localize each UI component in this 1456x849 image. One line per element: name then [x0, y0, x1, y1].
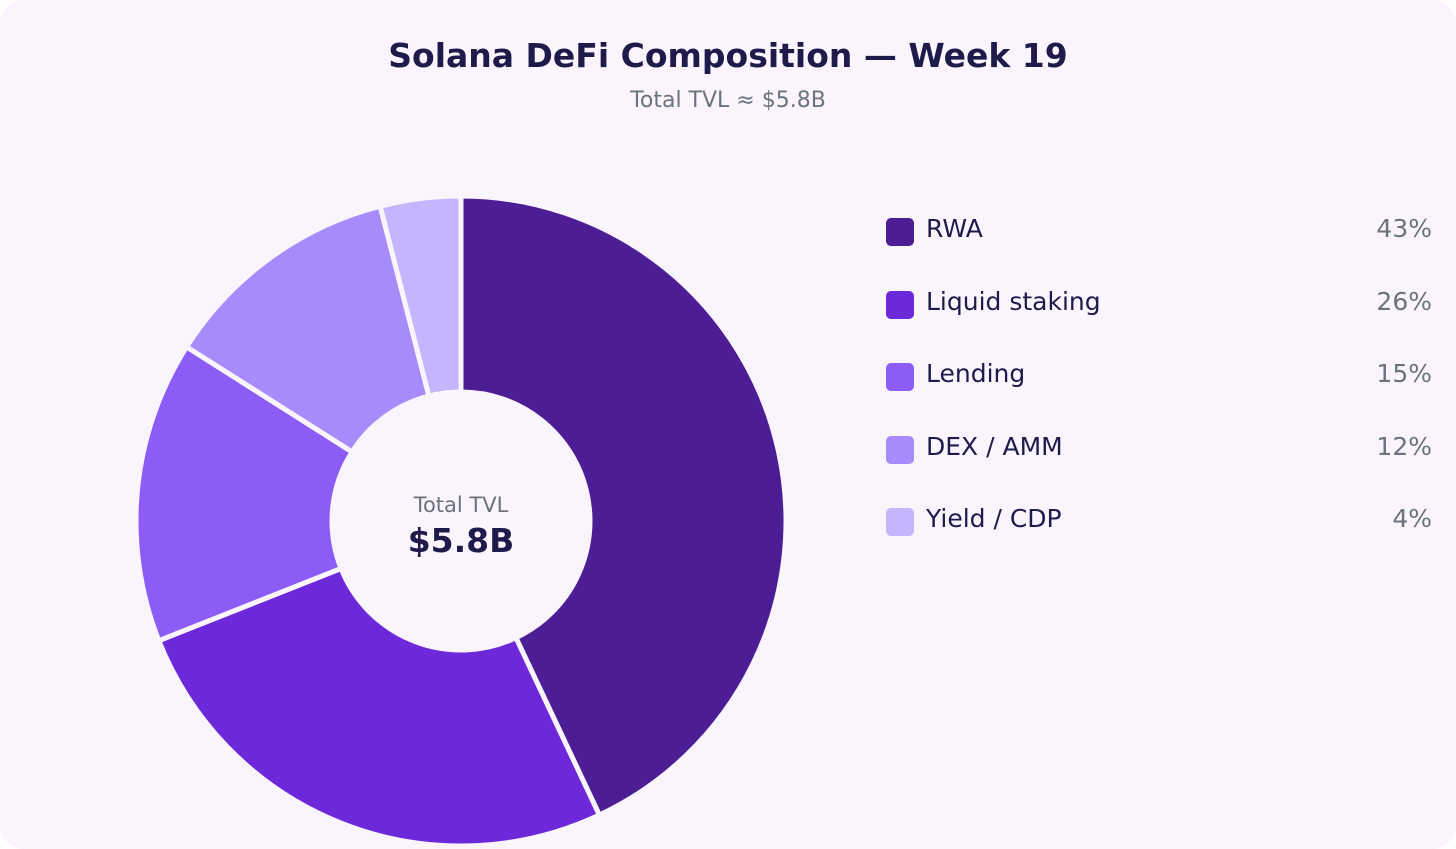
donut-slice-yield-cdp	[377, 193, 464, 400]
chart-title: Solana DeFi Composition — Week 19	[388, 36, 1068, 75]
legend-value: 15%	[1376, 359, 1432, 389]
legend-label: Yield / CDP	[926, 504, 1062, 534]
legend-item: DEX / AMM 12%	[886, 414, 1432, 487]
legend-label: DEX / AMM	[926, 431, 1063, 461]
legend-swatch	[886, 435, 914, 464]
donut-slices	[133, 193, 789, 849]
legend-item: Lending 15%	[886, 341, 1432, 414]
legend-item: Liquid staking 26%	[886, 269, 1432, 342]
center-label: Total TVL	[413, 493, 509, 517]
legend-label: Lending	[926, 359, 1026, 389]
center-value: $5.8B	[408, 521, 515, 560]
legend-item: Yield / CDP 4%	[886, 486, 1432, 559]
legend-value: 12%	[1376, 431, 1432, 461]
legend-value: 26%	[1376, 286, 1432, 316]
chart-subtitle: Total TVL ≈ $5.8B	[630, 88, 826, 113]
legend-swatch	[886, 363, 914, 392]
legend-value: 43%	[1376, 214, 1432, 243]
legend-swatch	[886, 508, 914, 537]
legend-value: 4%	[1392, 504, 1432, 534]
chart-legend: RWA 43% Liquid staking 26% Lending 15% DEX / A…	[886, 196, 1432, 559]
legend-swatch	[886, 218, 914, 246]
legend-label: RWA	[926, 214, 983, 243]
legend-label: Liquid staking	[926, 286, 1101, 316]
donut-slice-dex-amm	[183, 203, 432, 456]
donut-slice-liquid-staking	[155, 565, 603, 849]
legend-swatch	[886, 290, 914, 319]
legend-item: RWA 43%	[886, 196, 1432, 269]
donut-slice-rwa	[458, 193, 789, 819]
